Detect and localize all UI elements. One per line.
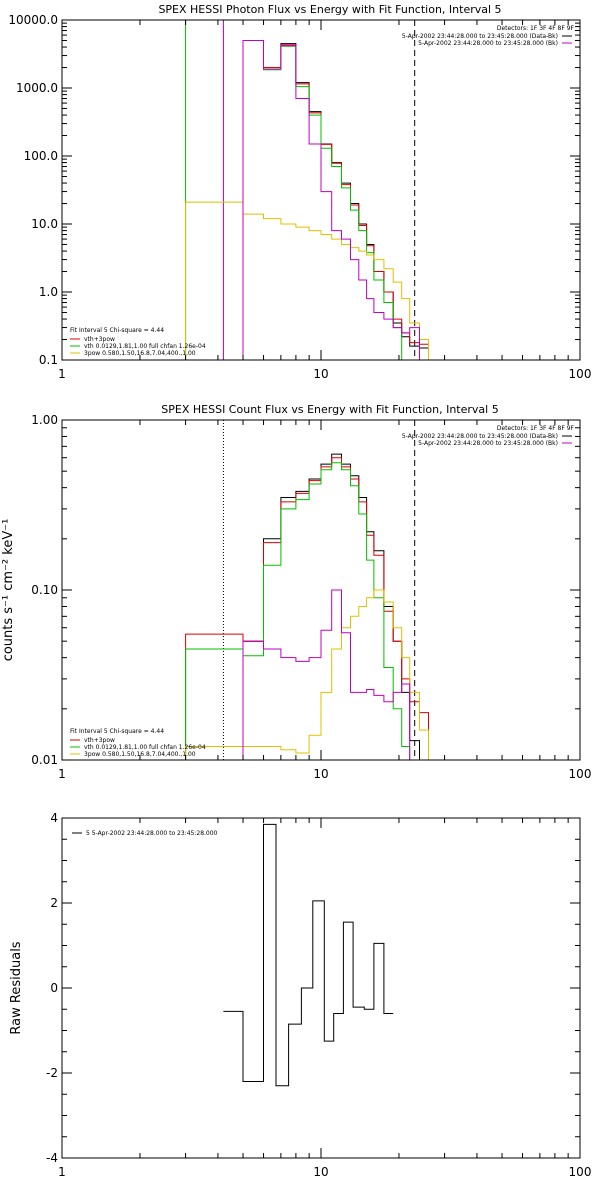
photon-flux-legend-bl-1: vth 0.0129,1.81,1.00 full chfan 1.26e-04 bbox=[84, 343, 206, 350]
residuals-ylabel: Raw Residuals bbox=[9, 941, 24, 1034]
count-flux-series-thermal bbox=[185, 462, 429, 761]
residuals-plot bbox=[223, 823, 394, 1087]
residuals-axes: 1 10 100 -4 -2 0 2 4 bbox=[46, 811, 591, 1179]
residuals-ytick-label-4: 4 bbox=[50, 811, 58, 825]
count-flux-detectors: Detectors: 1F 3F 4F 8F 9F bbox=[497, 425, 575, 432]
count-flux-xtick-label-0: 1 bbox=[58, 767, 66, 781]
count-flux-series-background bbox=[242, 589, 411, 760]
photon-flux-ytick-label-3: 100.0 bbox=[24, 149, 58, 163]
photon-flux-ytick-label-5: 10000.0 bbox=[8, 13, 58, 27]
photon-flux-ytick-label-1: 1.0 bbox=[39, 285, 58, 299]
count-flux-fit-header: Fit Interval 5 Chi-square = 4.44 bbox=[70, 728, 164, 735]
photon-flux-series-data bbox=[242, 40, 429, 360]
photon-flux-fit-header: Fit Interval 5 Chi-square = 4.44 bbox=[70, 327, 164, 334]
photon-flux-series-thermal bbox=[242, 40, 410, 361]
count-flux-legend-bl-2: 3pow 0.580,1.50,16.8,7.04,400.,1.00 bbox=[84, 751, 196, 758]
residuals-legend: 5 5-Apr-2002 23:44:28.000 to 23:45:28.00… bbox=[86, 830, 218, 837]
photon-flux-xtick-label-1: 10 bbox=[313, 367, 328, 381]
photon-flux-ytick-label-2: 10.0 bbox=[31, 217, 58, 231]
photon-flux-series-model bbox=[242, 40, 429, 360]
residuals-ytick-label-3: 2 bbox=[50, 896, 58, 910]
count-flux-xtick-label-2: 100 bbox=[569, 767, 592, 781]
photon-flux-series-background bbox=[242, 40, 420, 360]
photon-flux-legend-bl-0: vth+3pow bbox=[84, 336, 115, 343]
photon-flux-ytick-label-0: 0.1 bbox=[39, 353, 58, 367]
photon-flux-legend-tr-1: 5-Apr-2002 23:44:28.000 to 23:45:28.000 … bbox=[418, 40, 558, 47]
photon-flux-ytick-label-4: 1000.0 bbox=[16, 81, 58, 95]
residuals-panel: Raw Residuals 5 5-Apr-2002 23:44:28.000 … bbox=[9, 811, 591, 1179]
residuals-ytick-label-2: 0 bbox=[50, 981, 58, 995]
residuals-ytick-label-0: -4 bbox=[46, 1151, 58, 1165]
residuals-xtick-label-0: 1 bbox=[58, 1165, 66, 1179]
photon-flux-title: SPEX HESSI Photon Flux vs Energy with Fi… bbox=[158, 3, 501, 16]
count-flux-legend-bl-0: vth+3pow bbox=[84, 737, 115, 744]
count-flux-legend-bl-1: vth 0.0129,1.81,1.00 full chfan 1.26e-04 bbox=[84, 744, 206, 751]
count-flux-plot bbox=[185, 420, 429, 761]
count-flux-title: SPEX HESSI Count Flux vs Energy with Fit… bbox=[161, 403, 498, 416]
photon-flux-panel: SPEX HESSI Photon Flux vs Energy with Fi… bbox=[8, 3, 591, 381]
count-flux-series-powerlaw bbox=[185, 589, 429, 760]
photon-flux-xtick-label-0: 1 bbox=[58, 367, 66, 381]
count-flux-legend-tr-0: 5-Apr-2002 23:44:28.000 to 23:45:28.000 … bbox=[402, 433, 558, 440]
photon-flux-legend-bl-2: 3pow 0.580,1.50,16.8,7.04,400.,1.00 bbox=[84, 350, 196, 357]
residuals-frame bbox=[61, 817, 581, 1159]
count-flux-ytick-label-0: 0.01 bbox=[31, 753, 58, 767]
photon-flux-series-powerlaw bbox=[185, 201, 429, 360]
photon-flux-xtick-label-2: 100 bbox=[569, 367, 592, 381]
residuals-xtick-label-1: 10 bbox=[313, 1165, 328, 1179]
count-flux-xtick-label-1: 10 bbox=[313, 767, 328, 781]
count-flux-ytick-label-1: 0.10 bbox=[31, 583, 58, 597]
photon-flux-axes: 1 10 100 0.1 1.0 10.0 100.0 1000.0 10000.0 bbox=[8, 13, 591, 381]
count-flux-legend-tr-1: 5-Apr-2002 23:44:28.000 to 23:45:28.000 … bbox=[418, 440, 558, 447]
count-flux-panel: SPEX HESSI Count Flux vs Energy with Fit… bbox=[1, 403, 591, 781]
count-flux-series-model bbox=[185, 457, 429, 760]
residuals-xtick-label-2: 100 bbox=[569, 1165, 592, 1179]
residuals-ytick-label-1: -2 bbox=[46, 1066, 58, 1080]
count-flux-ytick-label-2: 1.00 bbox=[31, 413, 58, 427]
photon-flux-detectors: Detectors: 1F 3F 4F 8F 9F bbox=[497, 25, 575, 32]
photon-flux-plot bbox=[185, 20, 429, 361]
residuals-series-residuals bbox=[223, 823, 394, 1087]
photon-flux-legend-tr-0: 5-Apr-2002 23:44:28.000 to 23:45:28.000 … bbox=[402, 33, 558, 40]
count-flux-ylabel: counts s⁻¹ cm⁻² keV⁻¹ bbox=[1, 519, 16, 662]
count-flux-axes: 1 10 100 0.01 0.10 1.00 bbox=[31, 413, 591, 781]
